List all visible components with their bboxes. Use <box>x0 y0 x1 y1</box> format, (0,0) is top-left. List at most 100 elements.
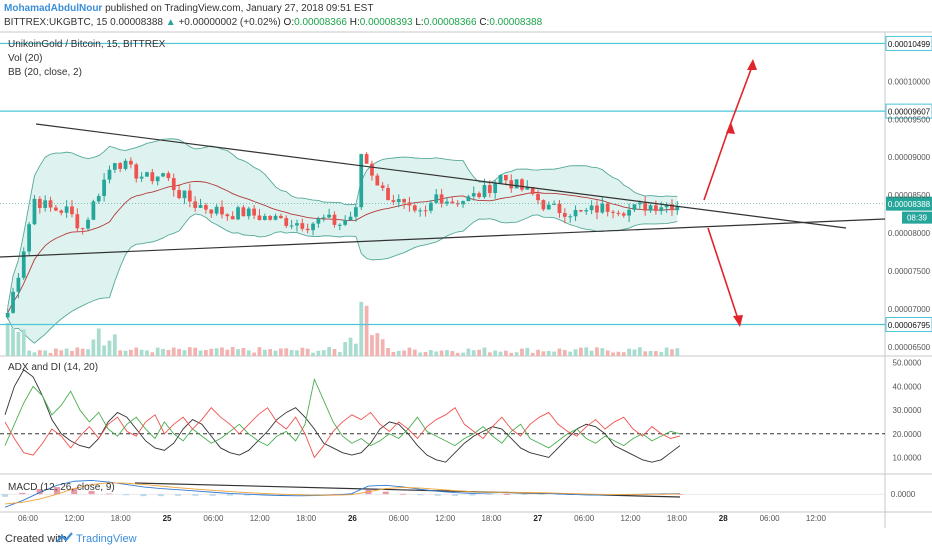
author-link[interactable]: MohamadAbdulNour <box>4 3 103 14</box>
volume-bar <box>445 349 449 356</box>
price-tick-label: 0.00007000 <box>888 305 931 314</box>
volume-bar <box>150 352 155 356</box>
volume-bar <box>5 323 10 356</box>
adx-tick-label: 10.0000 <box>893 453 922 462</box>
candle <box>600 197 605 215</box>
candle <box>616 210 621 217</box>
macd-hist-bar <box>278 494 285 496</box>
candle <box>257 209 262 221</box>
candle <box>504 174 508 186</box>
high-label: H: <box>349 17 360 28</box>
candle <box>541 199 546 212</box>
volume-bar <box>605 350 610 356</box>
volume-bar <box>557 348 562 356</box>
current-price-box <box>886 196 932 211</box>
volume-bar <box>348 337 353 356</box>
chart-title: UnikoinGold / Bitcoin, 15, BITTREX <box>8 39 166 50</box>
candle <box>445 197 449 207</box>
candle <box>64 200 69 218</box>
volume-bar <box>145 350 149 356</box>
volume-bar <box>268 349 273 356</box>
candle <box>536 190 540 205</box>
volume-bar <box>70 350 74 356</box>
candle <box>573 205 578 222</box>
candle <box>150 168 155 185</box>
volume-bar <box>252 352 256 356</box>
candle <box>589 200 594 215</box>
candle <box>102 172 106 202</box>
volume-bar <box>573 349 578 356</box>
candle <box>402 198 406 209</box>
volume-bar <box>525 347 530 356</box>
candle <box>396 194 401 208</box>
volume-bar <box>621 352 626 356</box>
volume-bar <box>321 350 326 356</box>
volume-bar <box>375 333 380 356</box>
volume-bar <box>54 348 58 356</box>
upper-trendline[interactable] <box>35 123 847 229</box>
volume-legend: Vol (20) <box>8 53 42 64</box>
volume-bar <box>118 350 123 356</box>
candle <box>80 227 85 235</box>
volume-bar <box>32 352 37 356</box>
candle <box>155 176 160 186</box>
candle <box>305 223 310 234</box>
candle <box>279 213 283 219</box>
candle <box>418 207 423 217</box>
chart-area[interactable]: 0.00010499 0.00009607 0.00006795 0.00008388… <box>0 0 932 528</box>
candle <box>59 209 64 216</box>
volume-bar <box>616 351 621 356</box>
low-value: 0.00008366 <box>423 17 477 28</box>
time-tick-label: 18:00 <box>667 514 688 523</box>
candle <box>327 208 331 219</box>
change-arrow-icon: ▲ <box>165 17 176 28</box>
volume-bar <box>541 351 546 356</box>
bb-basis-line <box>7 180 678 314</box>
candle <box>161 172 165 178</box>
candle <box>632 204 637 212</box>
volume-bar <box>600 348 605 356</box>
candle <box>198 198 203 209</box>
volume-bar <box>343 341 348 356</box>
volume-bar <box>155 347 160 356</box>
lower-trendline[interactable] <box>0 218 886 258</box>
macd-hist-bar <box>452 494 458 496</box>
candle <box>273 213 278 221</box>
candle <box>498 174 503 185</box>
volume-bar <box>637 347 642 356</box>
volume-bar <box>284 348 289 356</box>
volume-bar <box>396 350 401 356</box>
candle <box>670 199 674 216</box>
candle <box>654 200 658 215</box>
macd-hist-bar <box>105 493 112 495</box>
time-tick-label: 27 <box>533 514 542 523</box>
volume-bar <box>257 347 262 356</box>
publish-info: published on TradingView.com, January 27… <box>105 3 374 14</box>
volume-bar <box>455 352 460 356</box>
countdown-box <box>902 211 932 224</box>
volume-bar <box>107 340 112 356</box>
volume-bar <box>627 348 631 356</box>
down-arrow-head-icon <box>733 315 743 327</box>
volume-bar <box>337 352 342 356</box>
down-arrow-path <box>707 227 740 323</box>
volume-bar <box>91 339 96 356</box>
candle <box>552 200 556 205</box>
volume-bar <box>434 351 439 356</box>
macd-hist-bar <box>486 494 493 495</box>
tradingview-brand[interactable]: TradingView <box>76 533 137 545</box>
candle <box>370 160 374 181</box>
volume-bar <box>364 305 369 356</box>
volume-bar <box>354 343 358 356</box>
volume-bar <box>589 350 594 356</box>
volume-bar <box>225 349 230 356</box>
price-tick-label: 0.00010000 <box>888 77 931 86</box>
volume-bar <box>220 347 224 356</box>
volume-bar <box>487 352 492 356</box>
macd-hist-bar <box>123 494 130 496</box>
time-tick-label: 12:00 <box>435 514 456 523</box>
volume-bar <box>27 350 31 356</box>
candle <box>11 287 15 314</box>
candle <box>86 217 90 231</box>
volume-bar <box>504 350 508 356</box>
